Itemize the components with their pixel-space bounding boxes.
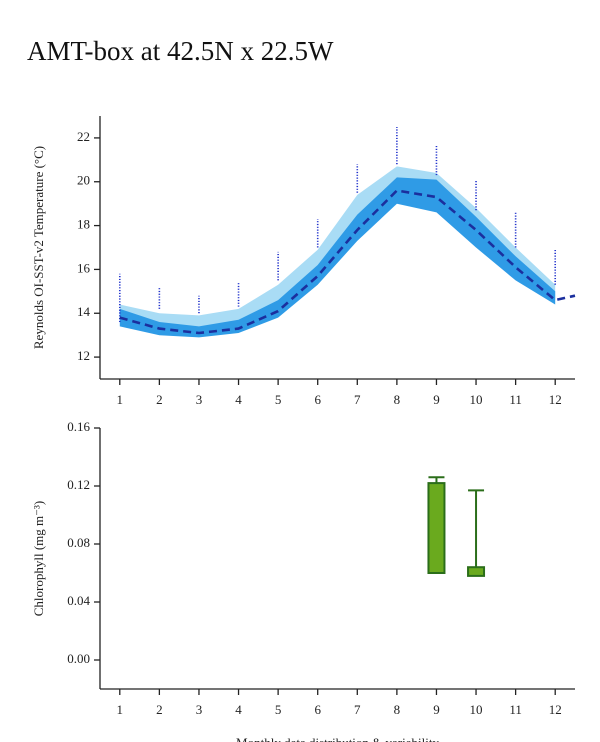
x-tick-label: 8 [394,702,401,717]
x-tick-label: 4 [235,702,242,717]
x-tick-label: 3 [196,702,203,717]
x-tick-label: 7 [354,702,361,717]
x-tick-label: 12 [549,392,562,407]
y-tick-label: 12 [77,348,90,363]
y-tick-label: 16 [77,260,91,275]
x-tick-label: 11 [509,392,522,407]
x-tick-label: 2 [156,392,163,407]
x-tick-label: 10 [470,392,483,407]
box [467,566,486,577]
y-tick-label: 0.04 [67,593,90,608]
x-tick-label: 6 [314,702,321,717]
x-tick-label: 3 [196,392,203,407]
box [427,482,446,575]
x-tick-label: 10 [470,702,483,717]
y-tick-label: 0.12 [67,477,90,492]
y-tick-label: 0.08 [67,535,90,550]
x-tick-label: 11 [509,702,522,717]
x-tick-label: 5 [275,392,282,407]
x-tick-label: 9 [433,392,440,407]
x-tick-label: 4 [235,392,242,407]
x-tick-label: 5 [275,702,282,717]
band [119,177,556,338]
x-tick-label: 2 [156,702,163,717]
y-tick-label: 20 [77,173,90,188]
y-tick-label: 0.00 [67,651,90,666]
x-tick-label: 6 [314,392,321,407]
x-axis-label: Monthly data distribution & variability [236,735,439,742]
mean-line [119,189,576,335]
y-axis-label: Reynolds OI-SST-v2 Temperature (°C) [31,146,46,349]
x-tick-label: 1 [117,392,124,407]
y-tick-label: 14 [77,304,91,319]
y-tick-label: 18 [77,217,90,232]
x-tick-label: 8 [394,392,401,407]
x-tick-label: 1 [117,702,124,717]
x-tick-label: 12 [549,702,562,717]
page-title: AMT-box at 42.5N x 22.5W [27,36,334,66]
x-tick-label: 7 [354,392,361,407]
y-tick-label: 22 [77,129,90,144]
y-axis-label: Chlorophyll (mg m⁻³) [31,501,46,616]
y-tick-label: 0.16 [67,419,90,434]
x-tick-label: 9 [433,702,440,717]
